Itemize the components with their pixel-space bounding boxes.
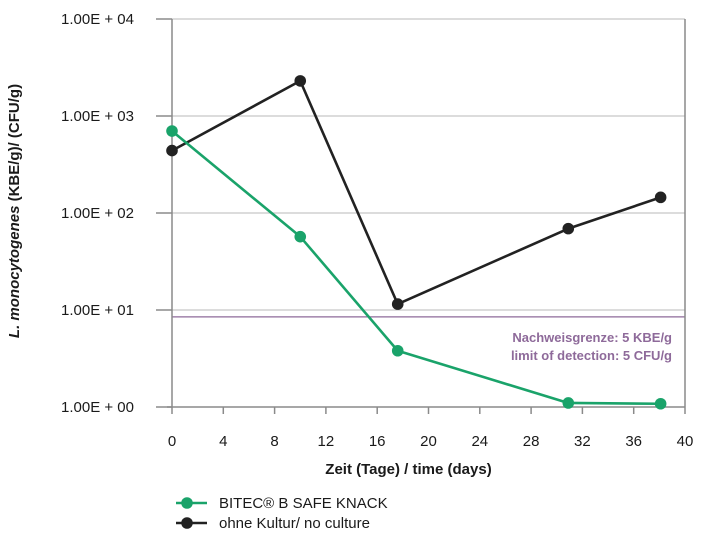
data-point [654, 397, 667, 410]
data-point [391, 344, 404, 357]
y-axis-title: L. monocytogenes (KBE/g)/ (CFU/g) [6, 84, 23, 338]
y-tick-label: 1.00E + 01 [61, 302, 134, 319]
gridlines [172, 18, 685, 311]
x-tick-label: 36 [625, 433, 642, 450]
data-point [166, 144, 178, 157]
data-point [654, 191, 667, 204]
legend-item-bitec: BITEC® B SAFE KNACK [176, 495, 388, 512]
y-tick-label: 1.00E + 04 [61, 11, 134, 28]
y-tick-label: 1.00E + 02 [61, 205, 134, 222]
detection-limit-label-de: Nachweisgrenze: 5 KBE/g [512, 330, 672, 345]
x-axis-ticks: 0 4 8 12 16 20 24 28 32 36 40 [168, 407, 694, 450]
x-tick-label: 24 [471, 433, 488, 450]
detection-limit-label-en: limit of detection: 5 CFU/g [511, 348, 672, 363]
legend-swatch-marker [181, 497, 193, 509]
data-point [166, 125, 178, 137]
legend-label: ohne Kultur/ no culture [219, 515, 370, 532]
x-tick-label: 12 [318, 433, 335, 450]
legend-label: BITEC® B SAFE KNACK [219, 495, 388, 512]
series-group [166, 75, 667, 410]
data-point [562, 397, 575, 409]
data-point [294, 75, 307, 87]
x-tick-label: 20 [420, 433, 437, 450]
x-tick-label: 16 [369, 433, 386, 450]
x-tick-label: 4 [219, 433, 227, 450]
data-point [562, 222, 575, 235]
y-tick-label: 1.00E + 03 [61, 108, 134, 125]
y-tick-label: 1.00E + 00 [61, 399, 134, 416]
legend-swatch-marker [181, 517, 193, 529]
y-axis-title-units: (KBE/g)/ (CFU/g) [6, 84, 23, 206]
x-tick-label: 28 [523, 433, 540, 450]
data-point [294, 230, 307, 243]
x-tick-label: 40 [677, 433, 694, 450]
x-tick-label: 32 [574, 433, 591, 450]
legend-item-no-culture: ohne Kultur/ no culture [176, 515, 370, 532]
y-axis-ticks: 1.00E + 00 1.00E + 01 1.00E + 02 1.00E + 03… [61, 11, 172, 416]
x-tick-label: 0 [168, 433, 176, 450]
legend: BITEC® B SAFE KNACK ohne Kultur/ no cult… [176, 495, 388, 532]
y-axis-title-species: L. monocytogenes [6, 206, 23, 339]
x-axis-title: Zeit (Tage) / time (days) [325, 461, 491, 478]
x-tick-label: 8 [270, 433, 278, 450]
data-point [391, 298, 404, 310]
